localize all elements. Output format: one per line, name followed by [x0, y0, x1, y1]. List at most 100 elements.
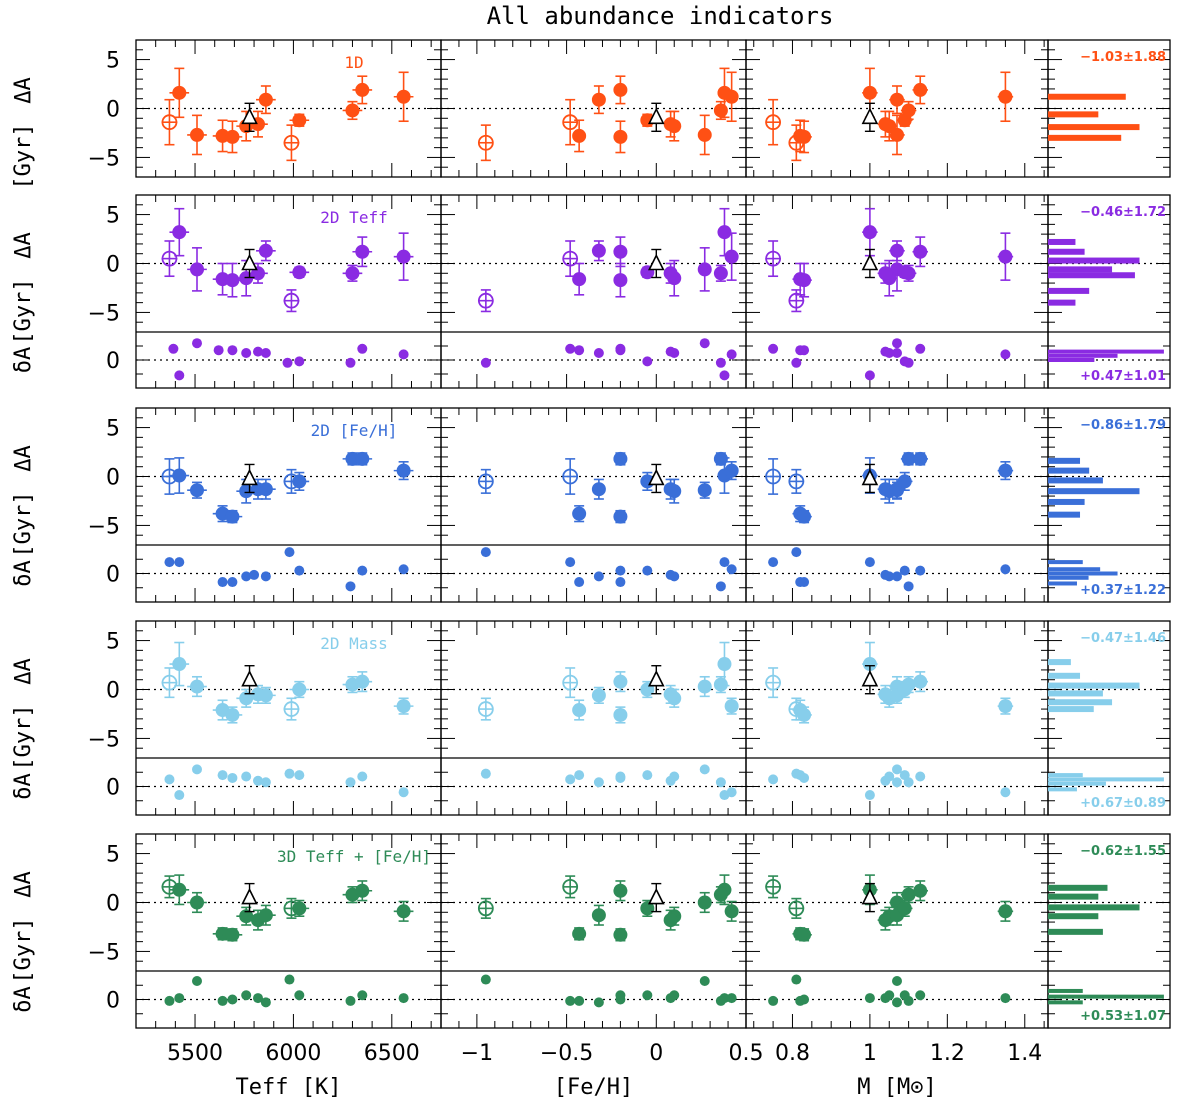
residual-point — [241, 348, 252, 358]
x-tick-label: −1 — [461, 1041, 493, 1066]
residual-point — [915, 990, 926, 1001]
y-tick-label: 0 — [106, 679, 120, 704]
x-tick-label: 1.2 — [930, 1041, 965, 1066]
histogram-bar — [1048, 706, 1094, 713]
data-point — [613, 244, 628, 259]
x-axis-label: [Fe/H] — [554, 1075, 633, 1100]
y-tick-label: 0 — [106, 892, 120, 917]
open-point — [477, 701, 494, 717]
data-point — [225, 509, 240, 524]
residual-point — [164, 557, 175, 568]
panel-name: 2D [Fe/H] — [311, 421, 398, 440]
data-point — [724, 89, 739, 104]
residual-point — [249, 569, 260, 580]
resid-histogram-bar — [1048, 988, 1083, 993]
residual-point — [799, 994, 810, 1005]
residual-point — [903, 581, 914, 592]
residual-point — [799, 772, 810, 783]
residual-point — [227, 994, 238, 1005]
data-point — [613, 674, 628, 689]
histogram-bar — [1048, 299, 1076, 306]
data-point — [258, 482, 273, 497]
resid-histogram-bar — [1048, 349, 1164, 354]
residual-point — [164, 995, 175, 1006]
residual-point — [903, 777, 914, 788]
histogram-bar — [1048, 124, 1140, 131]
residual-point — [294, 565, 305, 576]
residual-point — [174, 790, 185, 801]
resid-axis-label: δA — [11, 986, 36, 1013]
residual-point — [217, 770, 228, 781]
stat-resid: +0.37±1.22 — [1080, 583, 1166, 598]
panel-name: 2D Teff — [320, 208, 387, 227]
histogram-bar — [1048, 511, 1081, 518]
data-point — [225, 273, 240, 288]
data-point — [572, 703, 587, 718]
residual-point — [791, 974, 802, 985]
data-point — [591, 243, 606, 258]
residual-point — [892, 338, 902, 349]
residual-point — [799, 577, 810, 588]
x-axis-label: Teff [K] — [236, 1075, 342, 1100]
residual-point — [253, 775, 263, 786]
y-tick-label: 5 — [106, 204, 120, 229]
data-point — [724, 699, 739, 714]
y-axis-unit: [Gyr] — [11, 278, 36, 344]
residual-point — [864, 370, 875, 381]
y-tick-label: 0 — [106, 98, 120, 123]
sun-marker — [861, 253, 879, 271]
histogram-bar — [1048, 884, 1108, 891]
residual-point — [574, 995, 585, 1006]
residual-point — [174, 370, 185, 381]
sun-marker — [647, 669, 665, 687]
residual-point — [574, 770, 585, 781]
open-point — [477, 900, 494, 917]
data-point — [663, 687, 678, 702]
resid-histogram-bar — [1048, 581, 1077, 586]
open-point — [765, 468, 782, 485]
y-tick-label: −5 — [88, 301, 120, 326]
residual-point — [260, 777, 271, 788]
data-point — [396, 89, 411, 104]
data-point — [862, 225, 877, 240]
sun-marker — [647, 107, 665, 125]
residual-point — [864, 557, 875, 568]
data-point — [613, 927, 628, 942]
histogram-bar — [1048, 488, 1140, 495]
histogram-bar — [1048, 672, 1081, 679]
panel-2: 5 0 −5 0 ΔA [Gyr] δA 2D [Fe/H] −0.86±1.79 +0.37±1… — [11, 407, 1171, 603]
residual-point — [715, 995, 726, 1006]
data-point — [713, 103, 728, 118]
data-point — [572, 128, 587, 143]
open-point — [788, 473, 805, 490]
open-point — [283, 292, 300, 309]
residual-point — [227, 772, 238, 783]
residual-point — [294, 990, 305, 1001]
sun-marker — [861, 669, 879, 687]
residual-point — [665, 993, 676, 1004]
residual-point — [227, 577, 238, 588]
stat-main: −1.03±1.88 — [1080, 50, 1166, 65]
y-tick-label: 5 — [106, 843, 120, 868]
panel-1: 5 0 −5 0 ΔA [Gyr] δA 2D Teff −0.46±1.72 +0.47±1.0… — [11, 194, 1171, 389]
data-point — [591, 688, 606, 703]
residual-point — [915, 343, 926, 354]
open-point — [562, 468, 579, 485]
residual-point — [593, 997, 604, 1008]
residual-point — [345, 995, 356, 1006]
open-point — [562, 114, 579, 131]
y-axis-unit: [Gyr] — [11, 704, 36, 770]
resid-histogram-bar — [1048, 353, 1118, 358]
data-point — [190, 895, 204, 910]
residual-point — [791, 768, 802, 779]
data-point — [717, 225, 732, 240]
residual-point — [665, 569, 676, 580]
residual-point — [699, 764, 710, 775]
data-point — [697, 679, 712, 694]
residual-point — [615, 343, 626, 354]
x-tick-label: 1.4 — [1007, 1041, 1042, 1066]
data-point — [901, 103, 916, 118]
residual-point — [791, 357, 802, 368]
data-point — [355, 883, 370, 898]
open-point — [562, 674, 579, 691]
